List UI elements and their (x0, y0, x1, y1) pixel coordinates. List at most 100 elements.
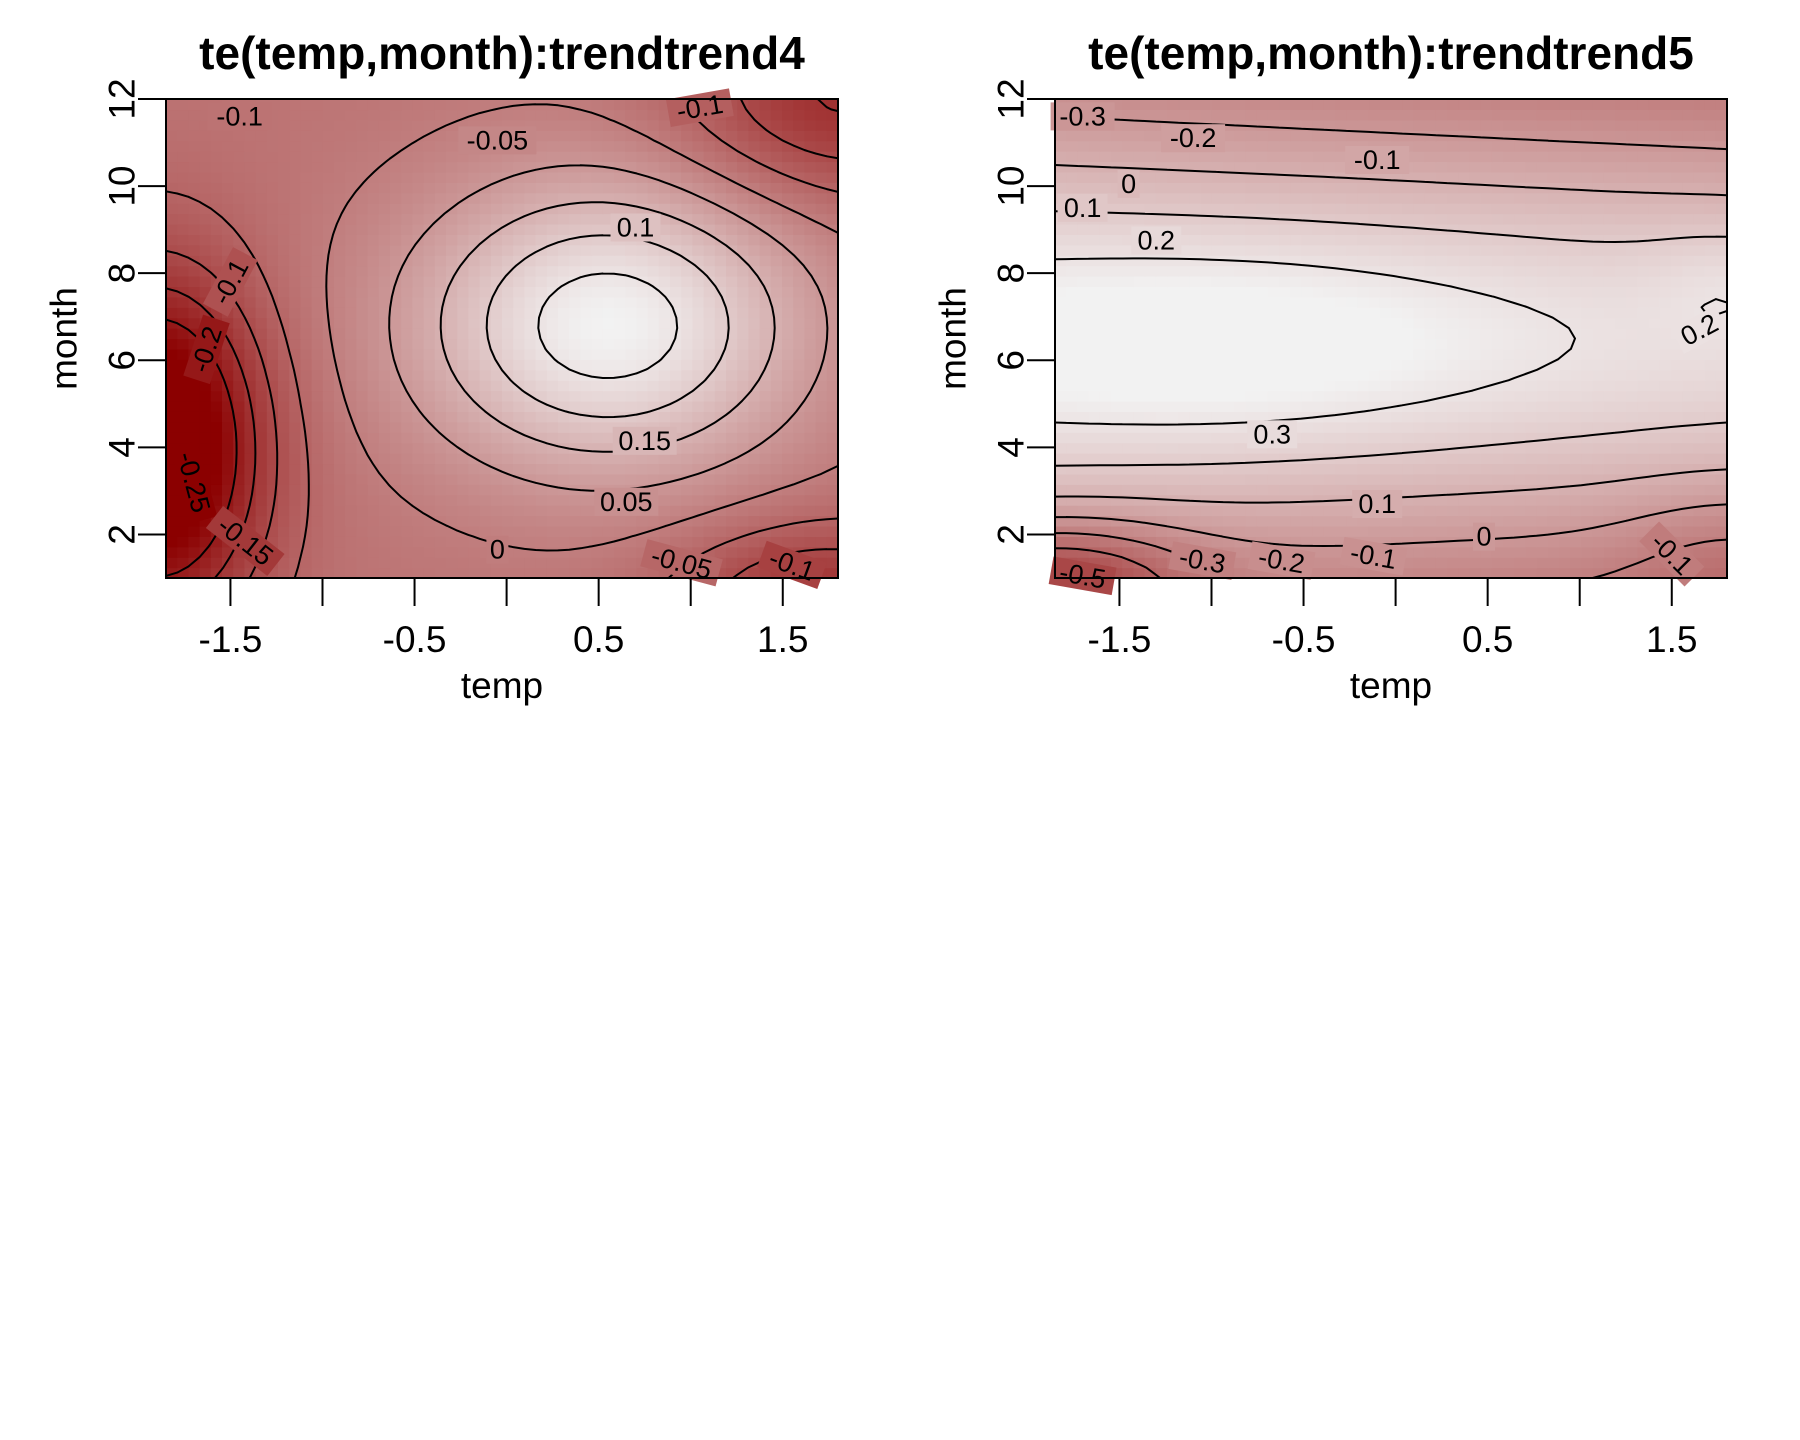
heatmap-cell (289, 203, 301, 215)
heatmap-cell (1603, 463, 1616, 475)
heatmap-cell (1413, 296, 1426, 308)
heatmap-cell (703, 276, 716, 288)
heatmap-cell (569, 515, 581, 527)
heatmap-cell (255, 255, 268, 267)
heatmap-cell (670, 286, 682, 298)
heatmap-cell (591, 182, 604, 194)
heatmap-cell (1066, 421, 1078, 433)
heatmap-cell (793, 265, 805, 277)
heatmap-cell (524, 244, 537, 256)
heatmap-cell (457, 328, 469, 340)
heatmap-cell (334, 99, 346, 111)
heatmap-cell (1525, 536, 1538, 548)
heatmap-cell (1368, 567, 1381, 578)
heatmap-cell (681, 276, 693, 288)
heatmap-cell (1066, 453, 1078, 465)
heatmap-cell (782, 317, 794, 329)
heatmap-cell (1346, 369, 1358, 381)
heatmap-cell (244, 171, 257, 183)
heatmap-cell (1357, 234, 1370, 246)
heatmap-cell (199, 265, 212, 277)
heatmap-cell (647, 119, 660, 131)
heatmap-cell (726, 380, 738, 392)
heatmap-cell (468, 359, 481, 371)
heatmap-cell (278, 411, 290, 423)
heatmap-cell (1335, 328, 1347, 340)
heatmap-cell (804, 255, 817, 267)
heatmap-cell (1144, 421, 1157, 433)
heatmap-cell (692, 494, 705, 506)
heatmap-cell (636, 244, 649, 256)
heatmap-cell (1626, 286, 1638, 298)
heatmap-cell (1391, 380, 1403, 392)
heatmap-cell (1603, 328, 1616, 340)
heatmap-cell (278, 380, 290, 392)
heatmap-cell (1615, 255, 1627, 267)
heatmap-cell (423, 109, 436, 121)
heatmap-cell (1099, 265, 1112, 277)
heatmap-cell (412, 182, 425, 194)
heatmap-cell (1458, 276, 1470, 288)
heatmap-cell (255, 390, 268, 402)
heatmap-cell (446, 286, 458, 298)
heatmap-cell (1603, 400, 1616, 412)
heatmap-cell (1312, 348, 1325, 360)
heatmap-cell (737, 390, 749, 402)
heatmap-cell (703, 484, 716, 496)
heatmap-cell (345, 99, 357, 111)
heatmap-cell (1704, 473, 1717, 485)
heatmap-cell (1279, 276, 1291, 288)
heatmap-cell (1167, 400, 1179, 412)
heatmap-cell (703, 348, 716, 360)
heatmap-cell (1368, 328, 1381, 340)
heatmap-cell (1144, 296, 1157, 308)
heatmap-cell (1133, 328, 1146, 340)
heatmap-cell (748, 286, 761, 298)
heatmap-cell (266, 442, 279, 454)
heatmap-cell (1256, 317, 1269, 329)
heatmap-cell (446, 244, 458, 256)
heatmap-cell (300, 140, 313, 152)
heatmap-cell (1682, 536, 1694, 548)
heatmap-cell (1088, 515, 1101, 527)
heatmap-cell (278, 286, 290, 298)
heatmap-cell (266, 130, 279, 142)
heatmap-cell (1144, 525, 1157, 537)
heatmap-cell (334, 505, 346, 517)
heatmap-cell (1301, 473, 1314, 485)
heatmap-cell (457, 442, 469, 454)
heatmap-cell (199, 255, 212, 267)
heatmap-cell (1615, 390, 1627, 402)
heatmap-cell (1055, 338, 1067, 350)
heatmap-cell (479, 515, 492, 527)
heatmap-cell (289, 359, 301, 371)
heatmap-cell (1267, 515, 1280, 527)
heatmap-cell (412, 473, 425, 485)
heatmap-cell (782, 348, 794, 360)
heatmap-cell (770, 494, 783, 506)
heatmap-cell (502, 525, 514, 537)
heatmap-cell (614, 536, 626, 548)
heatmap-cell (1671, 432, 1683, 444)
heatmap-cell (1402, 265, 1414, 277)
heatmap-cell (177, 328, 189, 340)
heatmap-cell (1379, 348, 1392, 360)
heatmap-cell (1335, 442, 1347, 454)
heatmap-cell (177, 317, 189, 329)
heatmap-cell (1290, 276, 1302, 288)
heatmap-cell (1245, 473, 1258, 485)
heatmap-cell (1122, 328, 1134, 340)
heatmap-cell (1424, 255, 1437, 267)
heatmap-cell (782, 369, 794, 381)
heatmap-cell (1200, 307, 1213, 319)
heatmap-cell (300, 203, 313, 215)
heatmap-cell (1379, 317, 1392, 329)
heatmap-cell (1693, 400, 1706, 412)
heatmap-cell (412, 369, 425, 381)
heatmap-cell (266, 390, 279, 402)
heatmap-cell (658, 411, 671, 423)
heatmap-cell (1200, 380, 1213, 392)
heatmap-cell (1626, 432, 1638, 444)
heatmap-cell (188, 400, 201, 412)
heatmap-cell (278, 234, 290, 246)
